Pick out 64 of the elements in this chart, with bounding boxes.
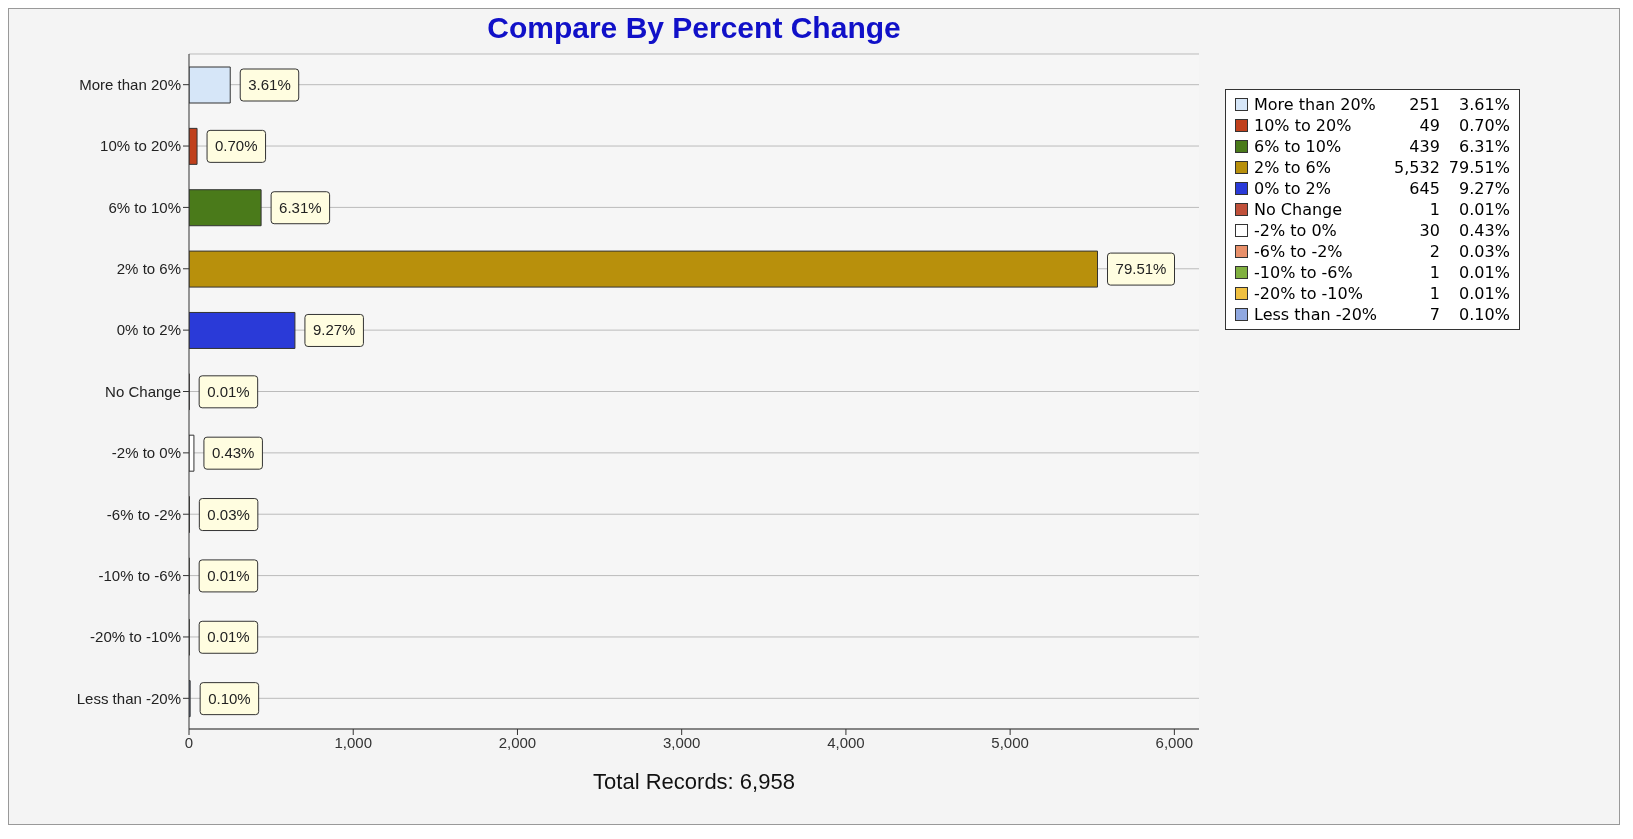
text: 645 (1408, 178, 1441, 199)
category-label: -6% to -2% (1253, 241, 1344, 262)
y-tick-label: No Change (105, 382, 181, 400)
text: 0.01% (1458, 199, 1511, 220)
text: 1 (1428, 283, 1441, 304)
y-tick-label: 10% to 20% (100, 137, 181, 155)
category-label: 2% to 6% (1253, 157, 1332, 178)
category-label: Less than -20% (1253, 304, 1378, 325)
annotation: 6.31% (279, 198, 322, 216)
y-tick-label: 6% to 10% (108, 198, 181, 216)
y-tick-label: 2% to 6% (116, 260, 181, 278)
text: 2 (1428, 241, 1441, 262)
text: 9.27% (1458, 178, 1511, 199)
annotation: 0.43% (211, 444, 255, 462)
annotation: 3.61% (248, 76, 291, 93)
text: 49 (1418, 115, 1441, 136)
text: 1 (1428, 199, 1441, 220)
category-label: -20% to -10% (1253, 283, 1364, 304)
text: 439 (1408, 136, 1441, 157)
category-label: 6% to 10% (1253, 136, 1343, 157)
x-tick-label: 5,000 (991, 733, 1029, 751)
text: 251 (1408, 94, 1441, 115)
annotation: 0.10% (208, 689, 251, 707)
category-label: 0% to 2% (1253, 178, 1332, 199)
y-tick-label: -20% to -10% (90, 628, 181, 646)
y-tick-label: 0% to 2% (116, 321, 181, 339)
chart-title: Compare By Percent Change (486, 11, 902, 45)
category-label: No Change (1253, 199, 1344, 220)
text: 0.70% (1458, 115, 1511, 136)
annotation: 0.01% (207, 566, 250, 584)
text: 79.51% (1447, 157, 1511, 178)
x-tick-label: 4,000 (827, 733, 865, 751)
text: 1 (1428, 262, 1441, 283)
annotation: 0.01% (207, 382, 250, 400)
x-tick-label: 0 (184, 733, 194, 751)
y-tick-label: -10% to -6% (98, 566, 181, 584)
category-label: More than 20% (1253, 94, 1377, 115)
annotation: 0.70% (215, 137, 258, 155)
category-label: -10% to -6% (1253, 262, 1354, 283)
x-tick-label: 1,000 (334, 733, 372, 751)
annotation: 9.27% (312, 321, 356, 339)
x-axis-title: Total Records: 6,958 (593, 769, 795, 794)
x-tick-label: 3,000 (662, 733, 701, 751)
annotation: 0.03% (207, 505, 250, 523)
text: 0.03% (1458, 241, 1511, 262)
y-tick-label: Less than -20% (76, 689, 181, 707)
category-label: 10% to 20% (1253, 115, 1353, 136)
y-tick-label: -6% to -2% (106, 505, 181, 523)
annotation: 0.01% (207, 628, 250, 646)
text: 3.61% (1458, 94, 1511, 115)
text: 0.01% (1458, 283, 1511, 304)
y-tick-label: More than 20% (79, 76, 181, 94)
text: 6.31% (1458, 136, 1511, 157)
text: 0.01% (1458, 262, 1511, 283)
y-tick-label: -2% to 0% (111, 444, 181, 462)
category-label: -2% to 0% (1253, 220, 1338, 241)
text: 30 (1418, 220, 1441, 241)
x-tick-label: 6,000 (1155, 733, 1194, 751)
text: 0.43% (1458, 220, 1511, 241)
text: 5,532 (1393, 157, 1441, 178)
annotation: 79.51% (1115, 260, 1167, 278)
text: 0.10% (1458, 304, 1511, 325)
x-tick-label: 2,000 (498, 733, 537, 751)
text: 7 (1428, 304, 1441, 325)
